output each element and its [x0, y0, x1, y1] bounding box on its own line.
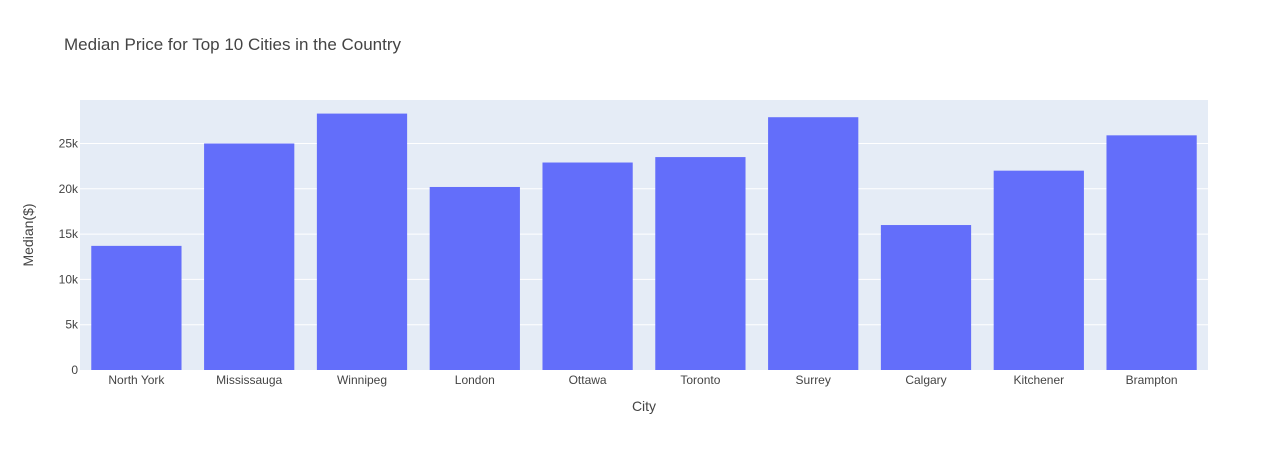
x-tick-label: North York [108, 373, 165, 387]
x-tick-label: Kitchener [1013, 373, 1064, 387]
bar[interactable] [993, 170, 1084, 370]
y-axis-ticks: 0 5k 10k 15k 20k 25k [59, 136, 79, 377]
bar[interactable] [429, 186, 520, 370]
bar[interactable] [768, 117, 859, 370]
bar[interactable] [1106, 135, 1197, 370]
bar[interactable] [204, 143, 295, 370]
y-tick-label: 5k [65, 318, 79, 332]
bar[interactable] [880, 225, 972, 370]
bars [91, 113, 1197, 370]
y-axis-title: Median($) [20, 203, 36, 266]
x-axis-title: City [632, 398, 656, 414]
x-tick-label: Calgary [905, 373, 946, 387]
chart-title: Median Price for Top 10 Cities in the Co… [64, 35, 402, 54]
x-tick-label: Brampton [1126, 373, 1178, 387]
y-tick-label: 10k [59, 272, 79, 286]
bar[interactable] [91, 245, 182, 370]
x-tick-label: Surrey [796, 373, 831, 387]
x-tick-label: Winnipeg [337, 373, 387, 387]
bar[interactable] [655, 157, 746, 370]
bar[interactable] [316, 113, 408, 370]
y-tick-label: 25k [59, 136, 79, 150]
y-tick-label: 0 [71, 363, 78, 377]
x-tick-label: Ottawa [569, 373, 607, 387]
x-tick-label: Mississauga [216, 373, 282, 387]
bar[interactable] [542, 162, 633, 370]
x-axis-ticks: North York Mississauga Winnipeg London Ottaw… [108, 373, 1177, 387]
y-tick-label: 15k [59, 227, 79, 241]
x-tick-label: London [455, 373, 495, 387]
x-tick-label: Toronto [680, 373, 720, 387]
y-tick-label: 20k [59, 182, 79, 196]
